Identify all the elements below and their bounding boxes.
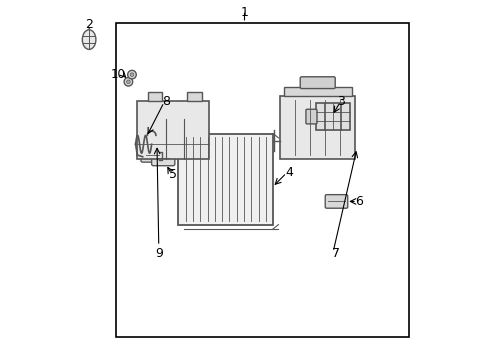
Text: 3: 3 (336, 95, 344, 108)
Circle shape (124, 77, 132, 86)
Text: 6: 6 (354, 195, 362, 208)
Ellipse shape (82, 30, 96, 49)
Text: 8: 8 (162, 95, 169, 108)
Circle shape (127, 70, 136, 79)
Text: 4: 4 (285, 166, 292, 179)
FancyBboxPatch shape (141, 147, 164, 162)
Text: 5: 5 (169, 168, 177, 181)
Bar (116, 23, 408, 337)
Text: 1: 1 (240, 6, 248, 19)
Circle shape (126, 80, 130, 84)
FancyBboxPatch shape (151, 151, 175, 166)
Text: 10: 10 (110, 68, 125, 81)
Text: 2: 2 (85, 18, 93, 31)
Bar (283, 87, 351, 96)
FancyBboxPatch shape (300, 77, 335, 89)
Bar (137, 102, 208, 158)
Bar (187, 93, 201, 102)
Text: 7: 7 (331, 247, 339, 260)
FancyBboxPatch shape (325, 195, 347, 208)
Bar (178, 134, 272, 225)
Circle shape (130, 73, 134, 76)
Text: 9: 9 (155, 247, 163, 260)
Bar (315, 103, 349, 130)
Bar (148, 93, 162, 102)
FancyBboxPatch shape (305, 109, 316, 124)
Bar (280, 96, 354, 158)
